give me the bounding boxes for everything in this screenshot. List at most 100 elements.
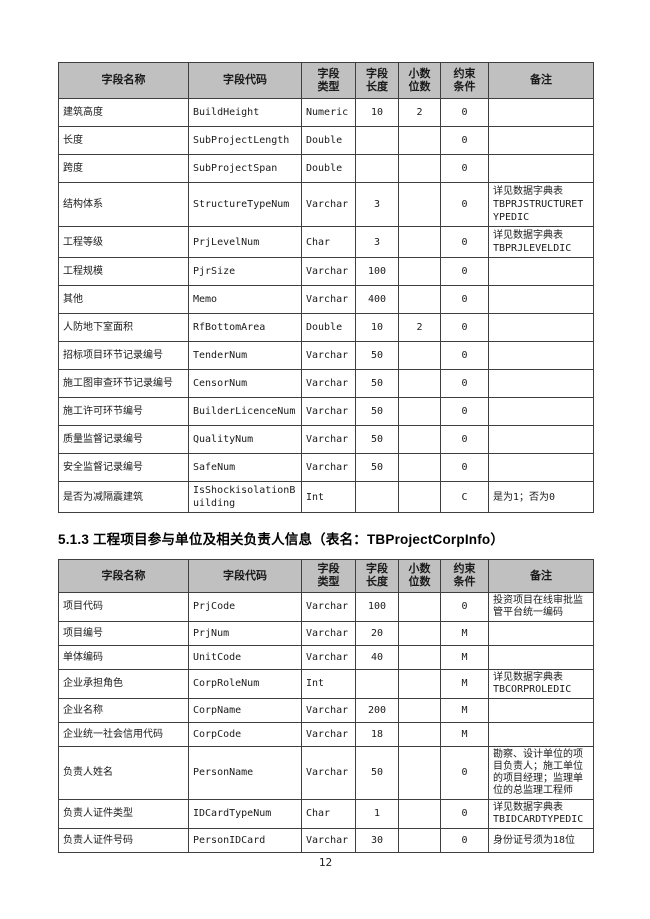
table-cell: 0 <box>440 313 489 342</box>
column-header: 备注 <box>488 62 594 99</box>
table-cell <box>398 154 441 183</box>
table-cell: Varchar <box>301 182 356 227</box>
table-cell: 企业名称 <box>58 698 189 723</box>
table-cell <box>488 341 594 370</box>
table-cell: 详见数据字典表 TBPRJSTRUCTURETYPEDIC <box>488 182 594 227</box>
table-cell: BuilderLicenceNum <box>188 397 302 426</box>
table-cell <box>488 369 594 398</box>
table-cell: Varchar <box>301 828 356 853</box>
table-cell: 详见数据字典表 TBCORPROLEDIC <box>488 669 594 699</box>
table-cell: 投资项目在线审批监管平台统一编码 <box>488 592 594 622</box>
table-cell: Varchar <box>301 369 356 398</box>
table-row: 工程等级 PrjLevelNum Char 3 0 详见数据字典表 TBPRJLEVELD… <box>58 226 594 258</box>
table-cell <box>398 126 441 155</box>
table-cell: Int <box>301 669 356 699</box>
table-cell: IDCardTypeNum <box>188 799 302 829</box>
column-header: 备注 <box>488 559 594 593</box>
table-cell: StructureTypeNum <box>188 182 302 227</box>
table-cell <box>355 154 399 183</box>
table-cell <box>398 722 441 747</box>
table-cell <box>488 698 594 723</box>
table-row: 质量监督记录编号 QualityNum Varchar 50 0 <box>58 425 594 454</box>
table-cell: PrjNum <box>188 621 302 646</box>
table-cell <box>398 226 441 258</box>
table-cell <box>398 621 441 646</box>
column-header: 小数 位数 <box>398 62 441 99</box>
table-cell: 1 <box>355 799 399 829</box>
table-cell: Varchar <box>301 453 356 482</box>
table-cell: 企业承担角色 <box>58 669 189 699</box>
table-cell <box>488 126 594 155</box>
column-header: 字段 类型 <box>301 62 356 99</box>
table-cell: 50 <box>355 425 399 454</box>
field-definition-table-2: 字段名称 字段代码 字段 类型 字段 长度 小数 位数 约束 条件 备注 项目代码 PrjCod… <box>58 559 594 853</box>
table-cell: 0 <box>440 828 489 853</box>
table-cell: 2 <box>398 313 441 342</box>
table-cell: 2 <box>398 98 441 127</box>
table-cell <box>398 746 441 800</box>
table-row: 建筑高度 BuildHeight Numeric 10 2 0 <box>58 98 594 127</box>
table-cell: PersonIDCard <box>188 828 302 853</box>
table-cell <box>488 621 594 646</box>
column-header: 字段代码 <box>188 559 302 593</box>
table-cell <box>398 341 441 370</box>
table-cell: 0 <box>440 341 489 370</box>
table-row: 负责人证件类型 IDCardTypeNum Char 1 0 详见数据字典表 TBIDCA… <box>58 799 594 829</box>
table-row: 企业名称 CorpName Varchar 200 M <box>58 698 594 723</box>
table-row: 单体编码 UnitCode Varchar 40 M <box>58 645 594 670</box>
table-cell: Varchar <box>301 698 356 723</box>
table-cell: IsShockisolationBuilding <box>188 481 302 513</box>
section-heading: 5.1.3 工程项目参与单位及相关负责人信息（表名：TBProjectCorpI… <box>58 532 505 547</box>
table-cell: 0 <box>440 592 489 622</box>
column-header: 约束 条件 <box>440 62 489 99</box>
table-cell: Varchar <box>301 285 356 314</box>
column-header: 字段 类型 <box>301 559 356 593</box>
table-cell: 30 <box>355 828 399 853</box>
table-cell: Char <box>301 226 356 258</box>
table-cell: Varchar <box>301 341 356 370</box>
table-cell: PersonName <box>188 746 302 800</box>
table-cell: 施工许可环节编号 <box>58 397 189 426</box>
table-cell: 招标项目环节记录编号 <box>58 341 189 370</box>
table-cell: 0 <box>440 285 489 314</box>
table-cell: Varchar <box>301 645 356 670</box>
table-cell: 人防地下室面积 <box>58 313 189 342</box>
table-cell <box>355 669 399 699</box>
field-definition-table-1: 字段名称 字段代码 字段 类型 字段 长度 小数 位数 约束 条件 备注 建筑高度 BuildH… <box>58 62 594 513</box>
table-cell: SafeNum <box>188 453 302 482</box>
table-cell <box>398 257 441 286</box>
table-cell: 结构体系 <box>58 182 189 227</box>
table-cell: 勘察、设计单位的项目负责人；施工单位的项目经理；监理单位的总监理工程师 <box>488 746 594 800</box>
table-cell <box>398 285 441 314</box>
table-cell: Char <box>301 799 356 829</box>
table-cell: PjrSize <box>188 257 302 286</box>
table-cell: PrjCode <box>188 592 302 622</box>
column-header: 字段 长度 <box>355 559 399 593</box>
column-header: 字段名称 <box>58 62 189 99</box>
table-cell: 0 <box>440 369 489 398</box>
table-cell: 单体编码 <box>58 645 189 670</box>
table-cell: 安全监督记录编号 <box>58 453 189 482</box>
table-row: 跨度 SubProjectSpan Double 0 <box>58 154 594 183</box>
table-cell <box>398 669 441 699</box>
table-cell: 0 <box>440 453 489 482</box>
table-header-row: 字段名称 字段代码 字段 类型 字段 长度 小数 位数 约束 条件 备注 <box>58 62 594 99</box>
column-header: 小数 位数 <box>398 559 441 593</box>
table-cell: SubProjectSpan <box>188 154 302 183</box>
table-cell <box>488 425 594 454</box>
table-cell: 建筑高度 <box>58 98 189 127</box>
table-cell: Varchar <box>301 746 356 800</box>
table-row: 项目编号 PrjNum Varchar 20 M <box>58 621 594 646</box>
table-cell: 3 <box>355 182 399 227</box>
table-cell <box>398 425 441 454</box>
table-cell: 40 <box>355 645 399 670</box>
table-cell: 100 <box>355 592 399 622</box>
table-cell: RfBottomArea <box>188 313 302 342</box>
table-cell <box>488 397 594 426</box>
table-cell <box>398 453 441 482</box>
table-cell: 跨度 <box>58 154 189 183</box>
table-cell: 0 <box>440 226 489 258</box>
table-cell: 企业统一社会信用代码 <box>58 722 189 747</box>
table-row: 人防地下室面积 RfBottomArea Double 10 2 0 <box>58 313 594 342</box>
table-cell: 20 <box>355 621 399 646</box>
